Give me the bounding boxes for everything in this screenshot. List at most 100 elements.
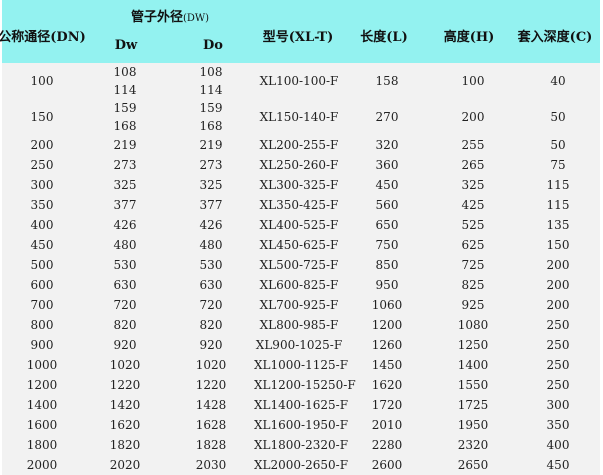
cell-do: 1828 <box>168 435 254 455</box>
cell-length: 1720 <box>371 398 403 412</box>
cell-model: XL350-425-F <box>259 198 339 212</box>
cell-depth: 50 <box>550 110 566 124</box>
table-row: 100 108 114 108 114 XL100-100-F 158 100 40 <box>2 63 600 99</box>
cell-dw: 159 168 <box>82 99 168 135</box>
cell-length: 950 <box>375 278 399 292</box>
cell-dw: 325 <box>82 175 168 195</box>
cell-model: XL200-255-F <box>259 138 339 152</box>
cell-do-value: 377 <box>199 198 223 212</box>
cell-dw-value: 1420 <box>109 398 141 412</box>
header-dw: Dw <box>114 38 138 53</box>
cell-model: XL400-525-F <box>259 218 339 232</box>
cell-height: 325 <box>461 178 485 192</box>
table-row: 150 159 168 159 168 XL150-140-F 270 200 50 <box>2 99 600 135</box>
cell-model: XL1600-1950-F <box>254 418 349 432</box>
cell-do: 2030 <box>168 455 254 475</box>
table-body: 100 108 114 108 114 XL100-100-F 158 100 40 150 159… <box>2 63 600 475</box>
header-height: 高度(H) <box>443 30 495 45</box>
cell-do: 1428 <box>168 395 254 415</box>
cell-do: 426 <box>168 215 254 235</box>
header-outer-diameter: 管子外径(DW) <box>131 6 209 25</box>
cell-dn: 350 <box>30 198 54 212</box>
cell-height: 525 <box>461 218 485 232</box>
cell-dn: 400 <box>30 218 54 232</box>
cell-depth: 200 <box>546 258 570 272</box>
cell-dw-value: 480 <box>113 238 137 252</box>
cell-dw-value: 1620 <box>109 418 141 432</box>
cell-dw-value: 530 <box>113 258 137 272</box>
cell-height: 1250 <box>457 338 489 352</box>
cell-dw-value: 920 <box>113 338 137 352</box>
cell-depth: 135 <box>546 218 570 232</box>
cell-do-value: 114 <box>199 83 223 97</box>
cell-dw: 630 <box>82 275 168 295</box>
cell-dn: 200 <box>30 138 54 152</box>
cell-do-value: 108 <box>199 65 223 79</box>
cell-depth: 200 <box>546 298 570 312</box>
cell-dw: 377 <box>82 195 168 215</box>
cell-model: XL150-140-F <box>259 110 339 124</box>
cell-do-value: 1828 <box>195 438 227 452</box>
cell-model: XL600-825-F <box>259 278 339 292</box>
cell-do: 820 <box>168 315 254 335</box>
cell-model: XL1200-15250-F <box>254 378 356 392</box>
cell-height: 255 <box>461 138 485 152</box>
table-row: 600 630 630 XL600-825-F 950 825 200 <box>2 275 600 295</box>
cell-dn: 1000 <box>26 358 58 372</box>
table-row: 900 920 920 XL900-1025-F 1260 1250 250 <box>2 335 600 355</box>
cell-length: 1450 <box>371 358 403 372</box>
cell-do: 920 <box>168 335 254 355</box>
cell-do-value: 2030 <box>195 458 227 472</box>
cell-dw: 2020 <box>82 455 168 475</box>
table-header: 公称通径(DN) 管子外径(DW) Dw Do 型号(XL-T) 长度(L) 高… <box>0 0 600 63</box>
cell-height: 100 <box>461 74 485 88</box>
cell-do-value: 630 <box>199 278 223 292</box>
table-row: 700 720 720 XL700-925-F 1060 925 200 <box>2 295 600 315</box>
cell-height: 200 <box>461 110 485 124</box>
cell-height: 925 <box>461 298 485 312</box>
cell-length: 1060 <box>371 298 403 312</box>
cell-length: 1260 <box>371 338 403 352</box>
cell-dw-value: 1820 <box>109 438 141 452</box>
cell-do: 480 <box>168 235 254 255</box>
cell-model: XL1400-1625-F <box>254 398 349 412</box>
cell-dn: 250 <box>30 158 54 172</box>
cell-do-value: 920 <box>199 338 223 352</box>
cell-model: XL800-985-F <box>259 318 339 332</box>
cell-dn: 300 <box>30 178 54 192</box>
cell-depth: 40 <box>550 74 566 88</box>
cell-dw: 1020 <box>82 355 168 375</box>
table-row: 400 426 426 XL400-525-F 650 525 135 <box>2 215 600 235</box>
cell-dw: 820 <box>82 315 168 335</box>
cell-do: 219 <box>168 135 254 155</box>
header-depth: 套入深度(C) <box>517 30 593 45</box>
cell-do-value: 219 <box>199 138 223 152</box>
cell-model: XL300-325-F <box>259 178 339 192</box>
cell-height: 625 <box>461 238 485 252</box>
cell-height: 2650 <box>457 458 489 472</box>
table-row: 200 219 219 XL200-255-F 320 255 50 <box>2 135 600 155</box>
cell-model: XL250-260-F <box>259 158 339 172</box>
cell-length: 320 <box>375 138 399 152</box>
header-outer-label: 管子外径 <box>130 10 183 25</box>
cell-dn: 450 <box>30 238 54 252</box>
cell-do: 720 <box>168 295 254 315</box>
cell-do: 159 168 <box>168 99 254 135</box>
cell-dw: 426 <box>82 215 168 235</box>
cell-model: XL100-100-F <box>259 74 339 88</box>
cell-depth: 300 <box>546 398 570 412</box>
cell-do-value: 1220 <box>195 378 227 392</box>
cell-dw-value: 1020 <box>109 358 141 372</box>
cell-depth: 75 <box>550 158 566 172</box>
cell-dw-value: 630 <box>113 278 137 292</box>
cell-do: 108 114 <box>168 63 254 99</box>
cell-length: 750 <box>375 238 399 252</box>
cell-dw: 1820 <box>82 435 168 455</box>
cell-height: 725 <box>461 258 485 272</box>
cell-do-value: 325 <box>199 178 223 192</box>
cell-dn: 900 <box>30 338 54 352</box>
cell-dn: 1400 <box>26 398 58 412</box>
cell-dw-value: 159 <box>113 101 137 115</box>
cell-do-value: 720 <box>199 298 223 312</box>
